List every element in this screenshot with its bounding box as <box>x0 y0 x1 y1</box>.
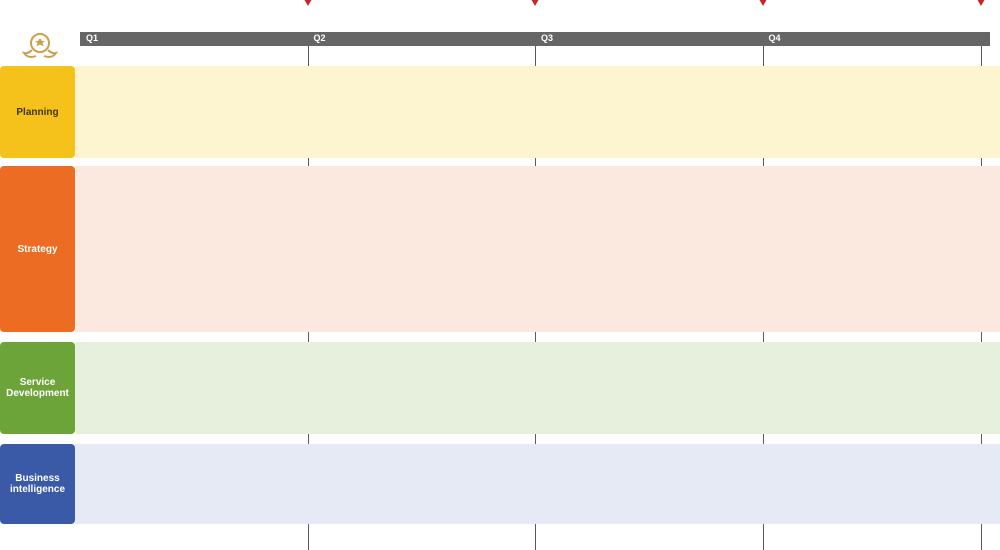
review-marker-icon <box>974 0 988 6</box>
ruler-label-Q2: Q2 <box>308 33 326 43</box>
lane-head-service-dev: Service Development <box>0 342 75 434</box>
ruler-label-Q4: Q4 <box>763 33 781 43</box>
lane-strategy: Strategy <box>0 166 1000 332</box>
brand-logo-icon <box>20 28 60 68</box>
lane-title: Business intelligence <box>2 473 73 495</box>
lane-head-strategy: Strategy <box>0 166 75 332</box>
lane-body-strategy <box>75 166 1000 332</box>
quarter-ruler: Q1 Q2 Q3 Q4 <box>80 32 990 46</box>
review-marker-icon <box>528 0 542 6</box>
lane-body-service-dev <box>75 342 1000 434</box>
ruler-label-Q1: Q1 <box>80 33 98 43</box>
lane-head-bi: Business intelligence <box>0 444 75 524</box>
review-marker-icon <box>301 0 315 6</box>
lane-service-dev: Service Development <box>0 342 1000 434</box>
lane-title: Strategy <box>17 244 57 255</box>
lane-body-bi <box>75 444 1000 524</box>
lane-title: Service Development <box>2 377 73 399</box>
lane-planning: Planning <box>0 66 1000 158</box>
lane-head-planning: Planning <box>0 66 75 158</box>
lane-bi: Business intelligence <box>0 444 1000 524</box>
review-marker-icon <box>756 0 770 6</box>
lane-title: Planning <box>16 107 58 118</box>
lane-body-planning <box>75 66 1000 158</box>
ruler-label-Q3: Q3 <box>535 33 553 43</box>
